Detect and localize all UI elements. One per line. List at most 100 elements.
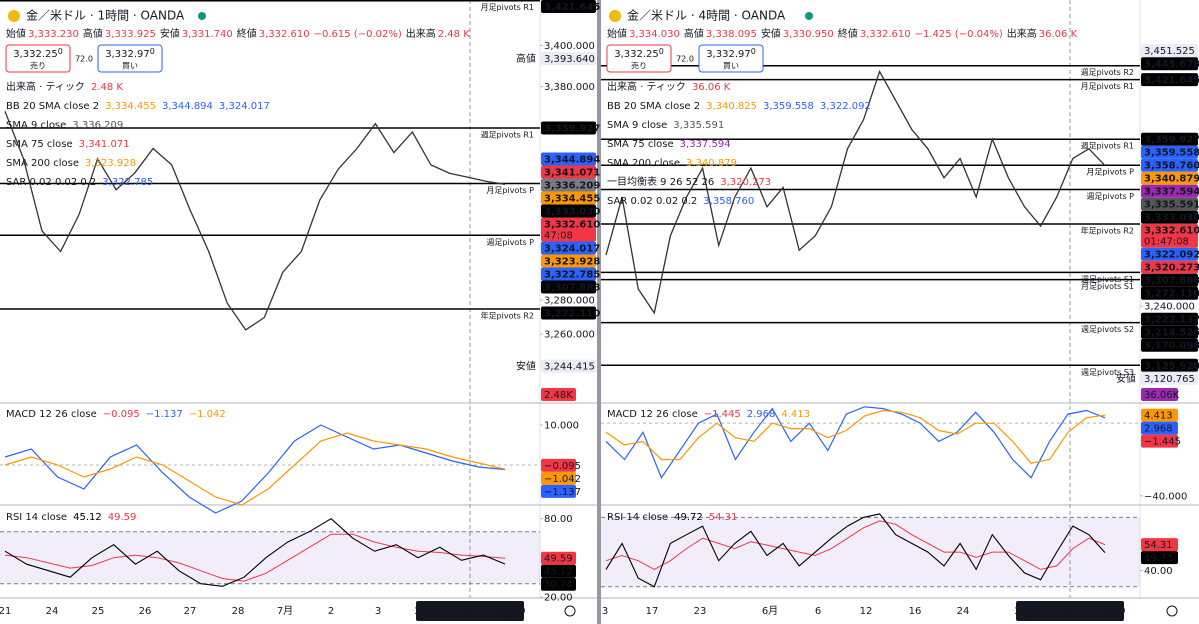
volume-legend: 出来高 · ティック 36.06 K: [607, 80, 731, 93]
indicator-name: SMA 200 close: [607, 158, 680, 169]
pivot-label: 月足pivots R1: [481, 3, 534, 12]
price-label-box: [541, 191, 596, 205]
macd-label-box: [541, 484, 576, 498]
macd-label: −1.445: [1144, 437, 1181, 448]
time-label: 17: [646, 606, 659, 617]
price-label: 3,214.525: [1144, 328, 1199, 339]
price-label-box: [541, 204, 596, 218]
pivot-label: 週足pivots P: [486, 238, 534, 247]
rsi-label-box: [541, 564, 576, 578]
macd-label: 4.413: [1144, 411, 1173, 422]
price-label: 3,340.879: [1144, 174, 1199, 185]
macd-label: −1.042: [544, 474, 581, 485]
time-label: 23: [694, 606, 707, 617]
pivot-label: 月足pivots S1: [1081, 282, 1134, 291]
macd-label: −40.000: [1144, 491, 1187, 502]
pip: 0: [659, 47, 664, 56]
settings-icon[interactable]: [1166, 605, 1178, 617]
buy-price: 3,332.970: [105, 47, 155, 61]
value: −1.445: [704, 409, 741, 420]
price-label: 3,333.030: [544, 206, 600, 217]
indicator-value: 3,359.558: [763, 101, 814, 112]
price-label: 3,333.030: [1144, 213, 1199, 224]
indicator-legend: SMA 200 close 3,323.928: [6, 158, 136, 169]
indicator-legend: BB 20 SMA close 2 3,340.825 3,359.558 3,322…: [607, 101, 871, 112]
price-label-box: [1141, 312, 1198, 326]
sell-button[interactable]: [606, 44, 672, 73]
volume-tag: 36.06K: [1144, 390, 1180, 401]
cursor-time: 2025-07-04 (金) 22:00: [1014, 604, 1125, 617]
indicator-legend: SMA 9 close 3,336.209: [6, 120, 123, 131]
macd-label-box: [1141, 434, 1178, 448]
price-label: 3,344.894: [544, 154, 600, 165]
indicator-legend: SAR 0.02 0.02 0.2 3,358.760: [607, 196, 754, 207]
settings-icon[interactable]: [564, 605, 576, 617]
pivot-label: 年足pivots R2: [481, 311, 534, 321]
rsi-label: 40.00: [1144, 566, 1173, 577]
indicator-legend: SMA 9 close 3,335.591: [607, 120, 724, 131]
pivot-label: 週足pivots R1: [1081, 142, 1134, 151]
ohlc-label: 安値: [761, 27, 781, 40]
buy-label: 買い: [723, 62, 739, 71]
time-label: 7月: [277, 605, 293, 617]
volume-label: 出来高: [406, 27, 436, 40]
time-label: 28: [232, 606, 245, 617]
pivot-label: 月足pivots P: [486, 186, 534, 195]
rsi-label-box: [541, 551, 576, 565]
price-label: 3,320.273: [1144, 263, 1199, 274]
price: 3,332.97: [706, 49, 751, 60]
buy-price: 3,332.970: [706, 47, 756, 61]
volume-legend: 出来高 · ティック 2.48 K: [6, 80, 123, 93]
macd-legend: MACD 12 26 close −0.095 −1.137 −1.042: [6, 409, 226, 420]
buy-button[interactable]: [698, 44, 764, 73]
price-tag: 高値: [516, 52, 536, 65]
price: 3,332.25: [614, 49, 659, 60]
ohlc-label: 始値: [6, 27, 26, 40]
price: 3,332.97: [105, 49, 150, 60]
indicator-value: 3,358.760: [703, 196, 754, 207]
price-label-box: [1141, 145, 1198, 159]
indicator-value: 3,341.071: [79, 139, 130, 150]
pivot-label: 月足pivots P: [1086, 168, 1134, 177]
price-label: 3,445.678: [1144, 59, 1199, 70]
rsi-label: 20.00: [544, 593, 573, 604]
name: RSI 14 close: [607, 512, 668, 523]
rsi-band: [0, 531, 540, 584]
pivot-label: 年足pivots R2: [1081, 226, 1134, 236]
macd-label: 2.968: [1144, 424, 1173, 435]
buy-button[interactable]: [97, 44, 163, 73]
time-label: 6: [815, 606, 821, 617]
indicator-value: 3,324.017: [219, 101, 270, 112]
price-label: 3,222.137: [1144, 315, 1199, 326]
ohlc-line: 始値 3,333.230 高値 3,333.925 安値 3,331.740 終値 3,332…: [6, 27, 470, 40]
price-label-box: [541, 254, 596, 268]
signal-line: [605, 409, 1106, 464]
price-label: 3,421.645: [544, 2, 600, 13]
price-label-box: [541, 280, 596, 294]
time-label: 2: [328, 606, 334, 617]
value: −1.042: [189, 409, 226, 420]
price-label-box: [1141, 197, 1198, 211]
rsi-label: 49.59: [544, 554, 573, 565]
rsi-label: 30.74: [544, 580, 573, 591]
price-label: 3,421.645: [1144, 75, 1199, 86]
indicator-legend: SMA 75 close 3,337.594: [607, 139, 731, 150]
indicator-value: 3,335.591: [673, 120, 724, 131]
rsi-label: 45.12: [544, 567, 573, 578]
price-tag: 安値: [516, 360, 536, 373]
price-label: 3,324.017: [544, 243, 600, 254]
volume-value: 2.48 K: [438, 29, 470, 40]
rsi-label: 49.72: [1144, 553, 1173, 564]
price-label-box: [1141, 286, 1198, 300]
price-label: 3,332.610: [544, 219, 600, 230]
price-label: 3,244.415: [544, 362, 595, 373]
value: −0.095: [103, 409, 140, 420]
price-label-box: [1141, 73, 1198, 87]
pivot-label: 週足pivots P: [1086, 192, 1134, 201]
macd-label: −1.137: [544, 487, 581, 498]
indicator-legend: 一目均衡表 9 26 52 26 3,320.273: [607, 175, 771, 188]
cursor-time-box: [1016, 601, 1124, 621]
pivot-label: 週足pivots S2: [1081, 325, 1134, 334]
sell-button[interactable]: [5, 44, 71, 73]
price-label-box: [541, 178, 596, 192]
